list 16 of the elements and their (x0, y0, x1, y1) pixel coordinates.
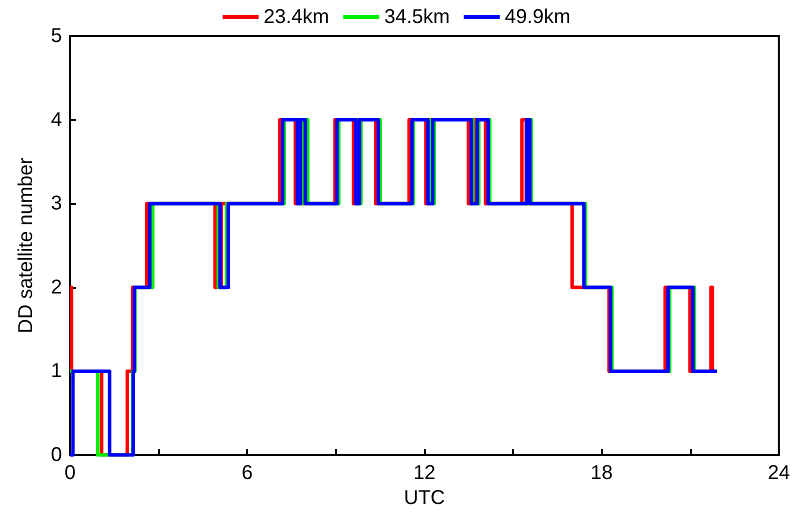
y-tick-label: 5 (50, 25, 62, 47)
y-tick-label: 2 (50, 276, 62, 298)
x-tick-label: 0 (64, 462, 76, 484)
y-axis-title: DD satellite number (15, 157, 37, 334)
x-tick-label: 18 (590, 462, 613, 484)
x-tick-label: 12 (413, 462, 436, 484)
legend-label: 34.5km (384, 6, 450, 28)
legend-label: 23.4km (264, 6, 330, 28)
x-tick-label: 6 (242, 462, 253, 484)
y-tick-label: 0 (50, 444, 62, 466)
x-tick-label: 24 (768, 462, 790, 484)
y-tick-label: 1 (50, 360, 62, 382)
y-tick-label: 4 (50, 108, 62, 131)
x-axis-title: UTC (404, 486, 445, 509)
legend-label: 49.9km (504, 6, 570, 28)
y-tick-label: 3 (50, 192, 62, 215)
